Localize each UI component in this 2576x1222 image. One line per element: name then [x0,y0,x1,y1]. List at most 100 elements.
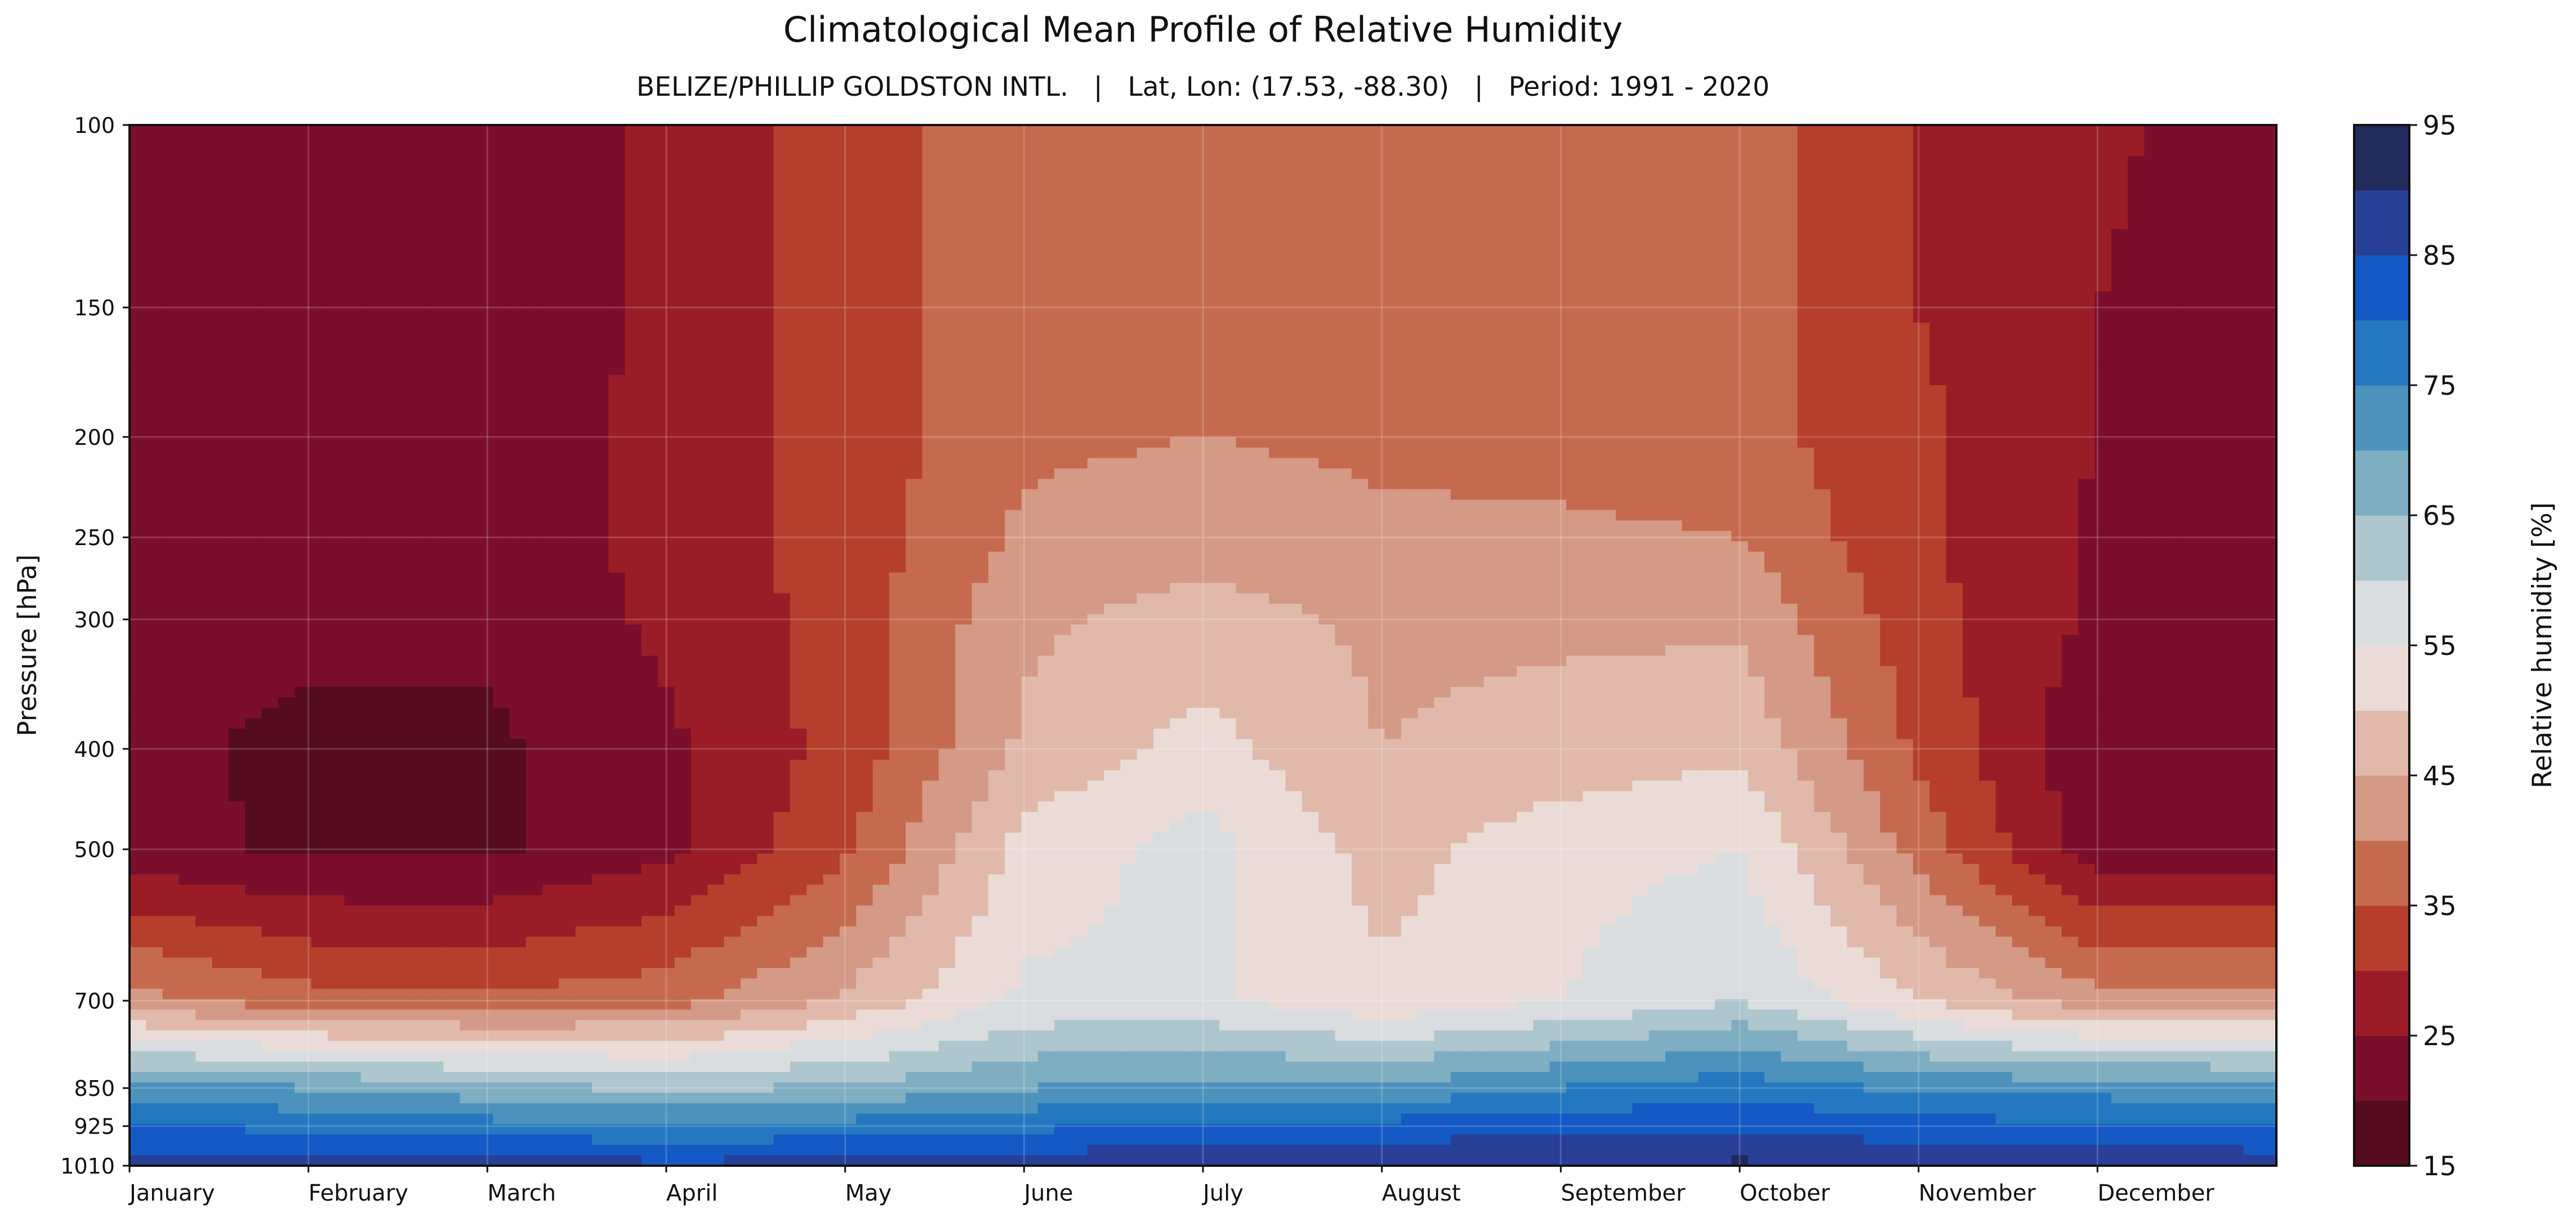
contour-cell [1021,218,1039,230]
contour-cell [955,426,973,438]
contour-cell [971,364,989,376]
contour-cell [790,281,808,292]
contour-cell [1054,385,1072,396]
contour-cell [955,344,973,355]
contour-cell [1797,344,1815,355]
contour-cell [2227,208,2244,220]
contour-cell [1384,177,1402,188]
contour-cell [2061,218,2079,230]
contour-cell [1566,177,1584,188]
contour-cell [839,281,857,292]
contour-cell [2111,166,2128,178]
contour-cell [2144,249,2161,261]
contour-cell [261,458,279,469]
contour-cell [1880,489,1897,501]
contour-cell [971,344,989,355]
contour-cell [1665,458,1683,469]
contour-cell [1252,468,1270,480]
contour-cell [773,520,791,532]
contour-cell [1302,312,1320,323]
contour-cell [2243,510,2261,521]
contour-cell [1517,385,1534,396]
contour-cell [1104,447,1121,459]
contour-cell [806,374,824,386]
contour-cell [327,489,345,501]
contour-cell [1880,177,1897,188]
contour-cell [1863,395,1881,407]
contour-cell [658,437,675,448]
contour-cell [740,405,758,417]
contour-cell [773,135,791,146]
contour-cell [212,520,229,532]
contour-cell [443,302,461,313]
contour-cell [592,479,609,490]
contour-cell [410,374,427,386]
contour-cell [1616,270,1633,282]
contour-cell [443,156,461,167]
contour-cell [1434,385,1451,396]
contour-cell [1764,458,1782,469]
contour-cell [1153,479,1171,490]
contour-cell [493,416,510,427]
contour-cell [757,187,774,199]
contour-cell [922,437,939,448]
contour-cell [509,270,527,282]
contour-cell [525,426,543,438]
contour-cell [311,499,328,511]
contour-cell [690,447,708,459]
contour-cell [938,135,956,146]
contour-cell [179,364,197,376]
contour-cell [1781,135,1798,146]
contour-cell [1715,385,1732,396]
contour-cell [1120,405,1138,417]
contour-cell [2029,302,2046,313]
contour-cell [1434,177,1451,188]
contour-cell [360,229,378,240]
contour-cell [1137,510,1154,521]
contour-cell [542,405,560,417]
contour-cell [443,135,461,146]
contour-cell [1037,416,1055,427]
contour-cell [757,177,774,188]
contour-cell [1335,229,1352,240]
contour-cell [1401,447,1418,459]
contour-cell [1351,354,1369,365]
contour-cell [1318,187,1336,199]
contour-cell [1351,374,1369,386]
contour-cell [1285,385,1303,396]
contour-cell [1533,468,1550,480]
contour-cell [1005,166,1022,178]
contour-cell [1335,166,1352,178]
contour-cell [1071,156,1088,167]
contour-cell [757,249,774,261]
contour-cell [1797,135,1815,146]
contour-cell [1318,333,1336,344]
contour-cell [1269,208,1286,220]
contour-cell [1847,426,1864,438]
contour-cell [476,333,493,344]
contour-cell [2243,405,2261,417]
contour-cell [542,385,560,396]
contour-cell [790,416,808,427]
contour-cell [1368,125,1385,136]
contour-cell [1335,344,1352,355]
contour-cell [1830,468,1848,480]
contour-cell [1252,499,1270,511]
contour-cell [542,354,560,365]
contour-cell [658,166,675,178]
contour-cell [1764,374,1782,386]
contour-cell [1120,229,1138,240]
contour-cell [377,499,394,511]
contour-cell [658,385,675,396]
contour-cell [575,479,592,490]
contour-cell [938,374,956,386]
contour-cell [327,208,345,220]
contour-cell [1252,260,1270,271]
contour-cell [971,177,989,188]
contour-cell [1847,208,1864,220]
contour-cell [2259,198,2276,209]
contour-cell [839,270,857,282]
contour-cell [1120,437,1138,448]
contour-cell [295,208,312,220]
contour-cell [130,405,147,417]
